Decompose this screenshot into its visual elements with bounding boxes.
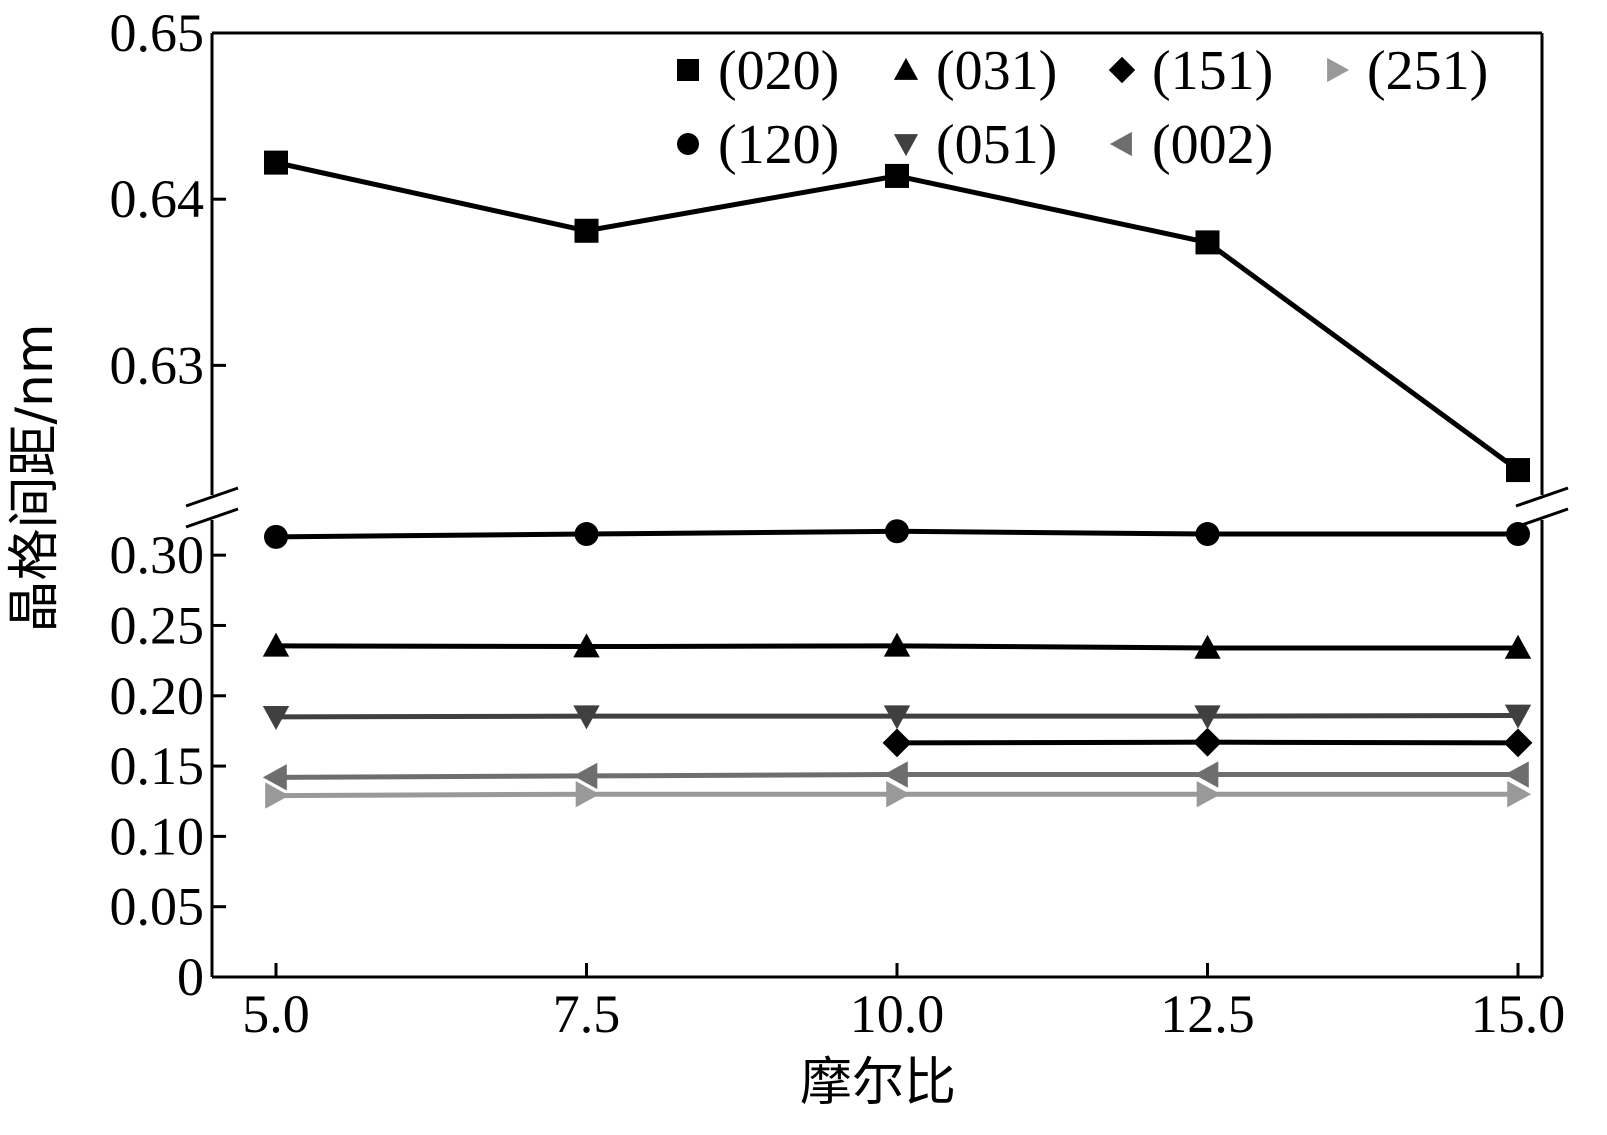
legend-label: (020)	[718, 40, 839, 102]
legend-item: (020)	[677, 40, 839, 102]
legend-item: (002)	[1109, 114, 1273, 176]
data-point	[1194, 761, 1219, 788]
legend-item: (031)	[893, 40, 1057, 102]
series-002	[262, 761, 1529, 791]
legend-item: (151)	[1108, 40, 1273, 102]
data-point	[883, 632, 911, 657]
data-point	[1503, 728, 1533, 758]
data-point	[573, 705, 600, 730]
legend-label: (120)	[718, 114, 839, 176]
data-point	[883, 705, 911, 730]
legend-item: (051)	[893, 114, 1057, 176]
y-tick-label: 0.10	[110, 806, 205, 866]
y-tick-label: 0.30	[110, 525, 205, 585]
data-point	[1506, 458, 1530, 483]
y-tick-label: 0.64	[110, 169, 205, 229]
axis-break-mark-right	[1515, 507, 1569, 529]
legend-marker	[677, 133, 699, 155]
data-point	[265, 782, 290, 809]
legend-item: (120)	[677, 114, 839, 176]
legend-label: (051)	[936, 114, 1057, 176]
data-point	[1504, 634, 1532, 659]
data-point	[1193, 727, 1222, 757]
data-point	[574, 522, 599, 547]
x-tick-label: 5.0	[242, 984, 310, 1044]
data-point	[886, 781, 911, 808]
x-tick-label: 12.5	[1160, 984, 1255, 1044]
legend-label: (151)	[1152, 40, 1273, 102]
data-point	[885, 163, 909, 188]
legend-marker	[893, 57, 919, 80]
legend-marker	[677, 59, 699, 81]
axis-ticks: 5.0 7.5 10.0 12.5 15.0 0 0.05 0.10 0.15 0.20 0.25 0…	[110, 3, 1566, 1044]
data-point	[1507, 781, 1532, 808]
data-point	[264, 150, 288, 175]
data-point	[883, 761, 908, 788]
legend-marker	[1327, 57, 1350, 83]
x-axis-title: 摩尔比	[800, 1053, 956, 1113]
x-tick-label: 7.5	[553, 984, 621, 1044]
y-tick-label: 0.20	[110, 666, 205, 726]
data-point	[573, 633, 600, 658]
x-tick-label: 10.0	[850, 984, 945, 1044]
series-020	[264, 150, 1530, 483]
series-031	[262, 632, 1532, 659]
legend-item: (251)	[1327, 40, 1488, 102]
plot-frame	[185, 31, 1569, 979]
data-point	[1504, 704, 1532, 729]
data-point	[1195, 230, 1220, 255]
legend-marker	[893, 134, 919, 157]
x-tick-label: 15.0	[1471, 984, 1566, 1044]
data-point	[1194, 634, 1221, 659]
data-point	[1196, 781, 1221, 808]
data-point	[574, 218, 599, 243]
data-point	[1194, 705, 1221, 730]
data-point	[1195, 522, 1220, 547]
data-point	[575, 781, 600, 808]
data-point	[262, 764, 287, 791]
data-point	[885, 519, 909, 544]
data-point	[573, 762, 598, 790]
data-point	[1504, 761, 1529, 788]
axis-break-mark-left	[185, 486, 239, 508]
legend: (020) (031) (151) (251) (120) (051) (002)	[677, 40, 1488, 176]
axis-break-mark-right	[1515, 486, 1569, 508]
data-point	[882, 728, 912, 758]
y-tick-label: 0.05	[110, 877, 205, 937]
series-line	[275, 160, 1520, 473]
y-tick-label: 0	[177, 947, 204, 1007]
data-point	[264, 524, 288, 549]
legend-label: (251)	[1367, 40, 1488, 102]
series-051	[262, 704, 1532, 731]
series-151	[882, 727, 1533, 758]
legend-marker	[1108, 56, 1136, 84]
y-tick-label: 0.63	[110, 335, 205, 395]
y-tick-label: 0.25	[110, 595, 205, 655]
legend-marker	[1109, 131, 1132, 157]
data-point	[262, 706, 290, 731]
series-layer	[262, 150, 1533, 809]
data-point	[1506, 522, 1530, 547]
series-251	[265, 781, 1532, 809]
series-120	[264, 519, 1530, 549]
legend-label: (002)	[1152, 114, 1273, 176]
legend-label: (031)	[936, 40, 1057, 102]
y-tick-label: 0.65	[110, 3, 205, 63]
axis-break-mark-left	[185, 507, 239, 529]
data-point	[262, 632, 290, 657]
y-tick-label: 0.15	[110, 736, 205, 796]
y-axis-title: 晶格间距/nm	[5, 323, 65, 632]
